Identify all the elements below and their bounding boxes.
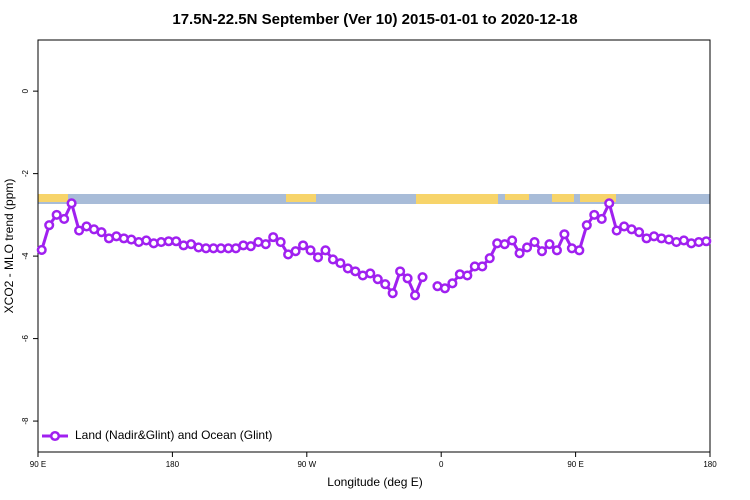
data-point: [447, 278, 458, 289]
chart-title: 17.5N-22.5N September (Ver 10) 2015-01-0…: [172, 11, 577, 28]
data-point: [439, 283, 450, 294]
data-point: [327, 254, 338, 265]
data-point: [551, 245, 562, 256]
data-point: [410, 290, 421, 301]
data-point: [290, 246, 301, 257]
legend-label: Land (Nadir&Glint) and Ocean (Glint): [75, 428, 272, 442]
data-point: [581, 220, 592, 231]
data-point: [372, 274, 383, 285]
data-point: [298, 240, 309, 251]
data-point: [36, 244, 47, 255]
data-point: [634, 227, 645, 238]
data-point: [544, 239, 555, 250]
data-point: [305, 245, 316, 256]
data-point: [402, 273, 413, 284]
data-point: [536, 246, 548, 257]
y-tick-label: -2: [21, 170, 30, 178]
data-point: [574, 245, 585, 256]
data-point: [559, 229, 570, 240]
data-point: [529, 237, 540, 248]
data-point: [275, 237, 286, 248]
data-point: [522, 242, 533, 253]
land-ocean-strip: [38, 194, 710, 204]
data-point: [596, 213, 607, 225]
y-tick-label: -6: [21, 334, 30, 342]
data-point: [380, 279, 391, 290]
x-tick-label: 90 W: [297, 460, 316, 469]
data-point: [74, 225, 85, 236]
x-tick-label: 180: [166, 460, 180, 469]
data-point: [96, 227, 107, 238]
data-point: [477, 261, 488, 272]
data-point: [335, 258, 346, 269]
y-tick-label: -4: [21, 252, 30, 260]
data-point: [395, 266, 406, 277]
data-point: [268, 232, 279, 243]
x-tick-label: 180: [703, 460, 717, 469]
data-point: [66, 198, 77, 209]
data-point: [604, 198, 615, 209]
data-point: [417, 272, 428, 283]
data-point: [387, 288, 398, 299]
legend-marker: [49, 430, 61, 442]
x-tick-label: 90 E: [30, 460, 46, 469]
data-point: [59, 213, 70, 225]
data-point: [44, 220, 55, 231]
data-point: [171, 236, 182, 247]
data-point: [507, 235, 518, 246]
data-point: [51, 209, 62, 220]
data-point: [260, 239, 271, 250]
x-axis-label: Longitude (deg E): [327, 475, 422, 489]
plot-frame: [37, 39, 711, 453]
x-tick-label: 0: [439, 460, 444, 469]
data-point: [701, 236, 712, 247]
y-tick-label: 0: [21, 88, 30, 93]
data-point: [462, 270, 473, 281]
data-point: [312, 252, 324, 263]
data-point: [589, 209, 600, 220]
data-point: [484, 253, 495, 264]
y-axis-label: XCO2 - MLO trend (ppm): [2, 179, 16, 314]
data-point: [320, 245, 331, 256]
y-tick-label: -8: [21, 417, 30, 425]
data-point: [611, 225, 622, 236]
data-point: [350, 266, 361, 277]
x-tick-label: 90 E: [567, 460, 583, 469]
data-point: [499, 239, 510, 250]
data-point: [365, 268, 376, 279]
data-point: [245, 241, 256, 252]
data-point: [514, 248, 525, 259]
